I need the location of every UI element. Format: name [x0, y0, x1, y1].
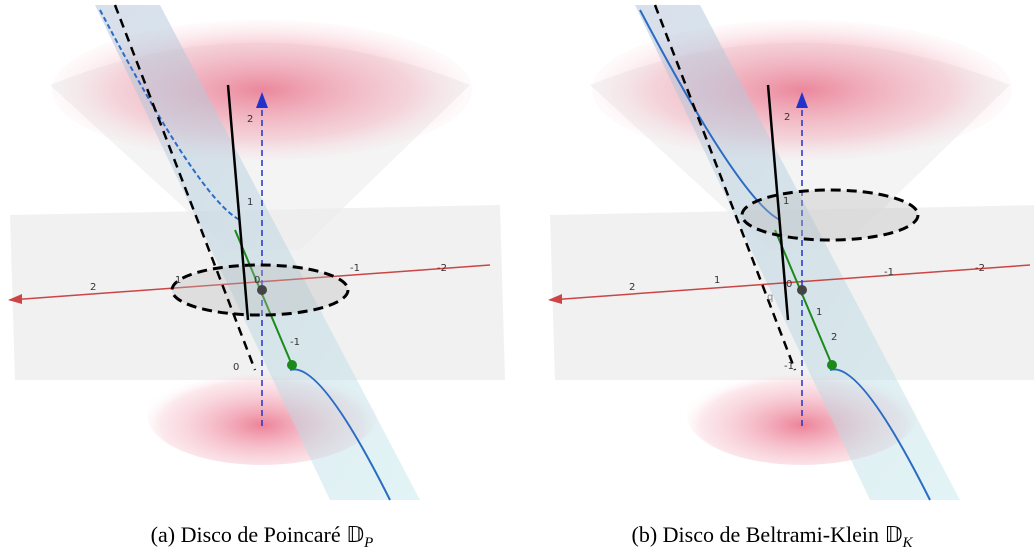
caption-text: (b) Disco de Beltrami-Klein	[632, 522, 879, 547]
caption: (b) Disco de Beltrami-Klein 𝔻K	[632, 522, 914, 551]
axis-label: 2	[629, 282, 635, 293]
caption-text: (a) Disco de Poincaré	[151, 522, 341, 547]
caption-sub: K	[901, 535, 913, 551]
disk	[742, 190, 918, 240]
origin	[797, 285, 807, 295]
axis-label: 1	[714, 275, 720, 286]
green-point	[287, 360, 297, 370]
axis-label: -1	[884, 267, 894, 278]
axis-label: q	[767, 292, 773, 303]
axis-label: -1	[784, 361, 794, 372]
caption-symbol: 𝔻	[884, 522, 902, 547]
axis-label: 1	[783, 196, 789, 207]
axis-label: -2	[975, 263, 985, 274]
axis-label: 2	[784, 112, 790, 123]
axis-label: 0	[786, 279, 792, 290]
axis-label: 2	[0, 0, 6, 3]
axis-label: 1	[816, 307, 822, 318]
axis-label: 1	[247, 197, 253, 208]
axis-label: 1	[175, 275, 181, 286]
panel: 2 1 0 -1 -2 2 1 0 -1 2 (a) Disco de Poincaré 𝔻P	[0, 0, 505, 551]
caption: (a) Disco de Poincaré 𝔻P	[151, 522, 374, 551]
origin	[257, 285, 267, 295]
caption-symbol: 𝔻	[346, 522, 364, 547]
green-point	[827, 360, 837, 370]
caption-sub: P	[363, 535, 373, 551]
axis-label: 0	[254, 275, 260, 286]
axis-label: 2	[831, 332, 837, 343]
axis-label: 2	[90, 282, 96, 293]
panel: 2 1 0 -1 -2 2 1 -1 1 2 q (b) Disco de Beltrami-Klei…	[548, 5, 1034, 551]
axis-label: -1	[290, 337, 300, 348]
axis-label: -1	[350, 263, 360, 274]
figure: 210-1-2210-12(a) Disco de Poincaré 𝔻P210…	[0, 0, 1034, 559]
axis-label: -2	[437, 263, 447, 274]
axis-label: 0	[233, 362, 239, 373]
axis-label: 2	[247, 114, 253, 125]
